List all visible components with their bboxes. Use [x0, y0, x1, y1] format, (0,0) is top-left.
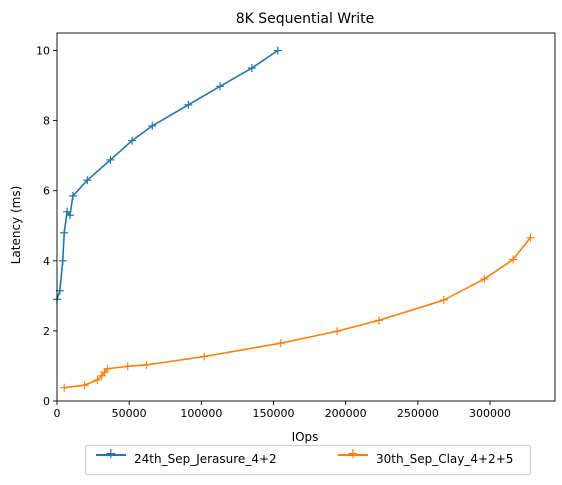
x-tick-label: 200000 — [325, 407, 367, 420]
y-tick-label: 10 — [36, 45, 50, 58]
x-tick-label: 250000 — [397, 407, 439, 420]
data-point — [68, 191, 77, 200]
x-tick-label: 300000 — [469, 407, 511, 420]
data-point — [65, 211, 74, 220]
legend-swatch-series-2 — [338, 445, 368, 463]
data-point — [200, 352, 209, 361]
data-point — [480, 275, 489, 284]
legend: 24th_Sep_Jerasure_4+2 30th_Sep_Clay_4+2+… — [85, 445, 531, 475]
data-point — [216, 82, 225, 91]
x-tick-label: 0 — [54, 407, 61, 420]
chart-title: 8K Sequential Write — [236, 11, 375, 27]
x-tick-label: 100000 — [180, 407, 222, 420]
data-point — [509, 255, 518, 264]
data-point — [83, 176, 92, 185]
data-point — [80, 381, 89, 390]
plot-area: 0 50000 100000 150000 200000 250000 300000 0 2 4 6… — [36, 32, 556, 420]
data-point — [93, 375, 102, 384]
data-point — [439, 296, 448, 305]
legend-label-series-2: 30th_Sep_Clay_4+2+5 — [376, 452, 514, 466]
x-tick-label: 50000 — [112, 407, 147, 420]
data-point — [184, 100, 193, 109]
series-line-2 — [64, 237, 532, 389]
data-point — [60, 228, 69, 237]
data-point — [103, 364, 112, 373]
data-point — [333, 327, 342, 336]
y-tick-label: 2 — [43, 325, 50, 338]
data-point — [276, 339, 285, 348]
data-point — [58, 256, 67, 265]
data-point — [123, 362, 132, 371]
series-line-1 — [56, 49, 279, 300]
x-tick-label: 150000 — [253, 407, 295, 420]
data-point — [374, 316, 383, 325]
data-point — [60, 383, 69, 392]
x-axis-label: IOps — [292, 430, 319, 444]
data-point — [247, 64, 256, 73]
plot-frame — [56, 32, 556, 402]
data-point — [106, 155, 115, 164]
legend-label-series-1: 24th_Sep_Jerasure_4+2 — [134, 452, 277, 466]
legend-swatch-series-1 — [96, 445, 126, 463]
y-tick-label: 4 — [43, 255, 50, 268]
data-point — [148, 121, 157, 130]
y-tick-label: 6 — [43, 185, 50, 198]
data-point — [128, 136, 137, 145]
y-tick-label: 8 — [43, 115, 50, 128]
data-point — [526, 233, 535, 242]
data-point — [273, 46, 282, 55]
y-tick-label: 0 — [43, 395, 50, 408]
data-point — [142, 360, 151, 369]
y-axis-label: Latency (ms) — [9, 186, 23, 265]
